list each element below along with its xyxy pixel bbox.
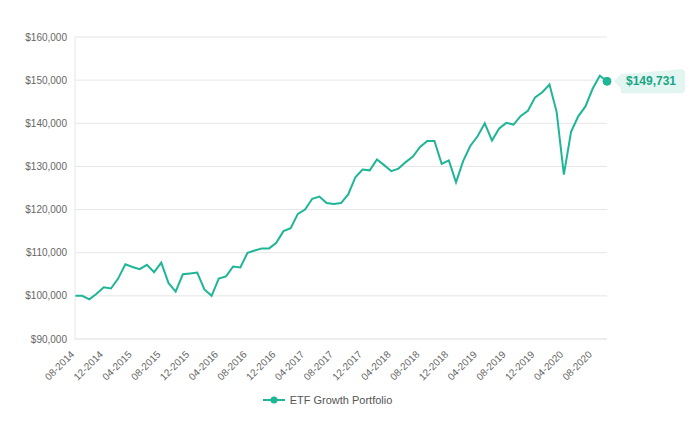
svg-text:$149,731: $149,731: [626, 74, 676, 88]
svg-text:$130,000: $130,000: [25, 161, 67, 172]
svg-text:$110,000: $110,000: [26, 247, 67, 258]
svg-text:12-2015: 12-2015: [158, 348, 192, 382]
svg-text:$100,000: $100,000: [25, 290, 67, 301]
svg-text:04-2015: 04-2015: [100, 348, 134, 382]
svg-text:08-2020: 08-2020: [560, 348, 594, 382]
html-text:ETF Growth Portfolio: ETF Growth Portfolio: [289, 394, 393, 406]
svg-text:08-2018: 08-2018: [388, 348, 422, 382]
svg-text:$160,000: $160,000: [25, 32, 67, 43]
svg-text:12-2018: 12-2018: [417, 348, 451, 382]
svg-text:$150,000: $150,000: [25, 75, 67, 86]
svg-text:04-2020: 04-2020: [532, 348, 566, 382]
svg-text:04-2017: 04-2017: [273, 348, 307, 382]
svg-text:08-2017: 08-2017: [301, 348, 335, 382]
svg-text:$140,000: $140,000: [25, 118, 67, 129]
svg-text:$90,000: $90,000: [31, 334, 68, 345]
svg-text:08-2016: 08-2016: [215, 348, 249, 382]
svg-text:12-2014: 12-2014: [71, 348, 105, 382]
svg-text:08-2019: 08-2019: [474, 348, 508, 382]
svg-text:04-2018: 04-2018: [359, 348, 393, 382]
svg-text:12-2017: 12-2017: [330, 348, 364, 382]
svg-text:12-2019: 12-2019: [503, 348, 537, 382]
svg-text:12-2016: 12-2016: [244, 348, 278, 382]
svg-text:08-2015: 08-2015: [129, 348, 163, 382]
svg-text:08-2014: 08-2014: [43, 348, 77, 382]
svg-text:$120,000: $120,000: [25, 204, 67, 215]
svg-text:04-2019: 04-2019: [445, 348, 479, 382]
svg-text:04-2016: 04-2016: [186, 348, 220, 382]
